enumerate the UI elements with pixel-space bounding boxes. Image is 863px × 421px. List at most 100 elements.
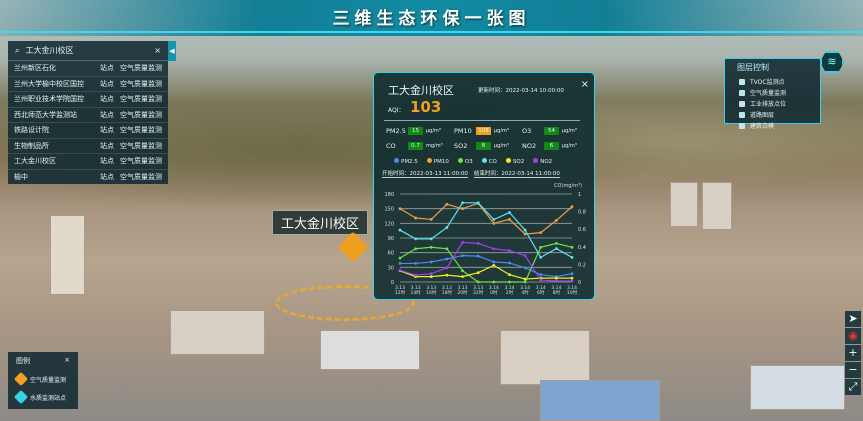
layer-item[interactable]: 空气质量监测: [725, 87, 820, 98]
close-card-button[interactable]: ×: [580, 79, 589, 90]
data-point: [539, 278, 543, 282]
update-time: 更新时间：2022-03-14 10:00:00: [478, 88, 564, 94]
pollutant-value: 54: [544, 127, 559, 135]
layer-item[interactable]: 工业排放点位: [725, 98, 820, 109]
y-right-tick-label: 1: [578, 192, 581, 198]
data-point: [476, 254, 480, 258]
air-monitor-icon: [13, 371, 29, 387]
list-item[interactable]: 工大金川校区 站点 空气质量监测: [8, 154, 168, 170]
data-point: [554, 219, 558, 222]
site-label[interactable]: 工大金川校区: [272, 210, 369, 235]
row-status: 空气质量监测: [120, 110, 162, 119]
layer-checkbox[interactable]: [739, 89, 745, 96]
search-input[interactable]: 工大金川校区: [25, 46, 74, 55]
list-item[interactable]: 兰州大学榆中校区国控 站点 空气质量监测: [8, 77, 168, 92]
data-point: [398, 228, 402, 232]
list-item[interactable]: 兰州新区石化 站点 空气质量监测: [8, 61, 168, 77]
y-right-tick-label: 0.8: [578, 210, 586, 216]
layer-item[interactable]: 建筑白模: [725, 120, 820, 131]
legend-entry[interactable]: PM10: [426, 158, 449, 165]
site-ring: [275, 285, 415, 321]
zoom-in-button[interactable]: +: [845, 345, 861, 361]
data-point: [523, 277, 527, 281]
x-tick-label: 3.13 14时: [411, 285, 422, 296]
legend-label: CO: [488, 159, 497, 165]
locate-icon[interactable]: ➤: [845, 311, 861, 327]
legend-close-button[interactable]: ×: [64, 356, 70, 364]
data-point: [570, 255, 574, 259]
y-left-tick-label: 0: [391, 280, 394, 286]
layer-checkbox[interactable]: [739, 78, 745, 85]
layer-checkbox[interactable]: [739, 111, 745, 118]
legend-label: PM10: [433, 159, 449, 165]
data-point: [414, 237, 418, 241]
data-point: [508, 273, 511, 277]
layer-checkbox[interactable]: [739, 100, 745, 107]
page-title: 三维生态环保一张图: [332, 9, 531, 29]
data-point: [398, 207, 402, 211]
layer-label: TVOC监测点: [750, 79, 785, 86]
layer-item[interactable]: TVOC监测点: [725, 76, 820, 87]
list-item[interactable]: 兰州职业技术学院国控 站点 空气质量监测: [8, 92, 168, 108]
building: [750, 365, 845, 410]
fullscreen-icon[interactable]: ⤢: [845, 379, 861, 395]
x-tick-label: 3.13 18时: [442, 285, 453, 296]
pollutant-unit: μg/m³: [494, 128, 509, 134]
start-time-input[interactable]: 开始时间：2022-03-13 11:00:00: [382, 171, 468, 178]
layer-checkbox[interactable]: [739, 122, 745, 129]
data-point: [398, 256, 402, 260]
legend-entry[interactable]: PM2.5: [394, 158, 418, 165]
compass-icon[interactable]: ◉: [845, 328, 861, 344]
layer-item[interactable]: 道路图层: [725, 109, 820, 120]
clear-search-button[interactable]: ×: [154, 46, 161, 55]
data-point: [461, 201, 464, 205]
list-item[interactable]: 榆中 站点 空气质量监测: [8, 170, 168, 185]
data-point: [414, 247, 418, 251]
data-point: [414, 262, 418, 265]
legend-item-label: 水质监测站点: [30, 394, 67, 402]
y-left-tick-label: 150: [384, 207, 394, 213]
legend-entry[interactable]: SO2: [505, 158, 524, 165]
collapse-panel-button[interactable]: ◀: [168, 41, 176, 61]
data-point: [492, 263, 496, 267]
end-time-input[interactable]: 结束时间：2022-03-14 11:00:00: [473, 171, 560, 178]
data-point: [492, 218, 496, 221]
legend-entry[interactable]: O3: [457, 158, 473, 165]
row-status: 空气质量监测: [120, 64, 162, 73]
pollutant-value: 6: [544, 142, 559, 150]
data-point: [523, 232, 527, 236]
row-name: 生物制品所: [14, 141, 49, 150]
layer-panel-title: 图层控制: [737, 63, 769, 72]
data-point: [445, 273, 449, 277]
legend-entry[interactable]: NO2: [533, 158, 552, 165]
y-left-tick-label: 90: [388, 236, 394, 242]
zoom-out-button[interactable]: −: [845, 362, 861, 378]
building: [500, 330, 590, 385]
legend-title: 图例: [16, 357, 30, 365]
x-tick-label: 3.14 2时: [504, 285, 514, 296]
list-item[interactable]: 铁路设计院 站点 空气质量监测: [8, 123, 168, 139]
building: [540, 380, 660, 421]
data-point: [539, 273, 543, 277]
data-point: [492, 260, 496, 264]
data-point: [398, 262, 402, 265]
layer-label: 空气质量监测: [750, 90, 787, 97]
row-status: 空气质量监测: [120, 79, 162, 88]
series-line-pm25: [400, 254, 573, 278]
x-tick-label: 3.14 10时: [567, 285, 578, 296]
data-point: [492, 280, 496, 284]
data-point: [476, 201, 480, 205]
row-type: 站点: [100, 126, 114, 135]
building: [670, 182, 698, 227]
building: [170, 310, 265, 355]
header: 三维生态环保一张图: [0, 0, 863, 36]
data-point: [461, 254, 464, 257]
data-point: [414, 273, 418, 277]
legend-item: 空气质量监测: [8, 370, 78, 388]
row-name: 兰州大学榆中校区国控: [14, 79, 84, 88]
layers-toggle-icon[interactable]: ≋: [820, 51, 844, 73]
legend-entry[interactable]: CO: [481, 158, 497, 165]
x-tick-label: 3.13 22时: [473, 285, 484, 296]
list-item[interactable]: 生物制品所 站点 空气质量监测: [8, 139, 168, 154]
list-item[interactable]: 西北师范大学监测站 站点 空气质量监测: [8, 108, 168, 123]
